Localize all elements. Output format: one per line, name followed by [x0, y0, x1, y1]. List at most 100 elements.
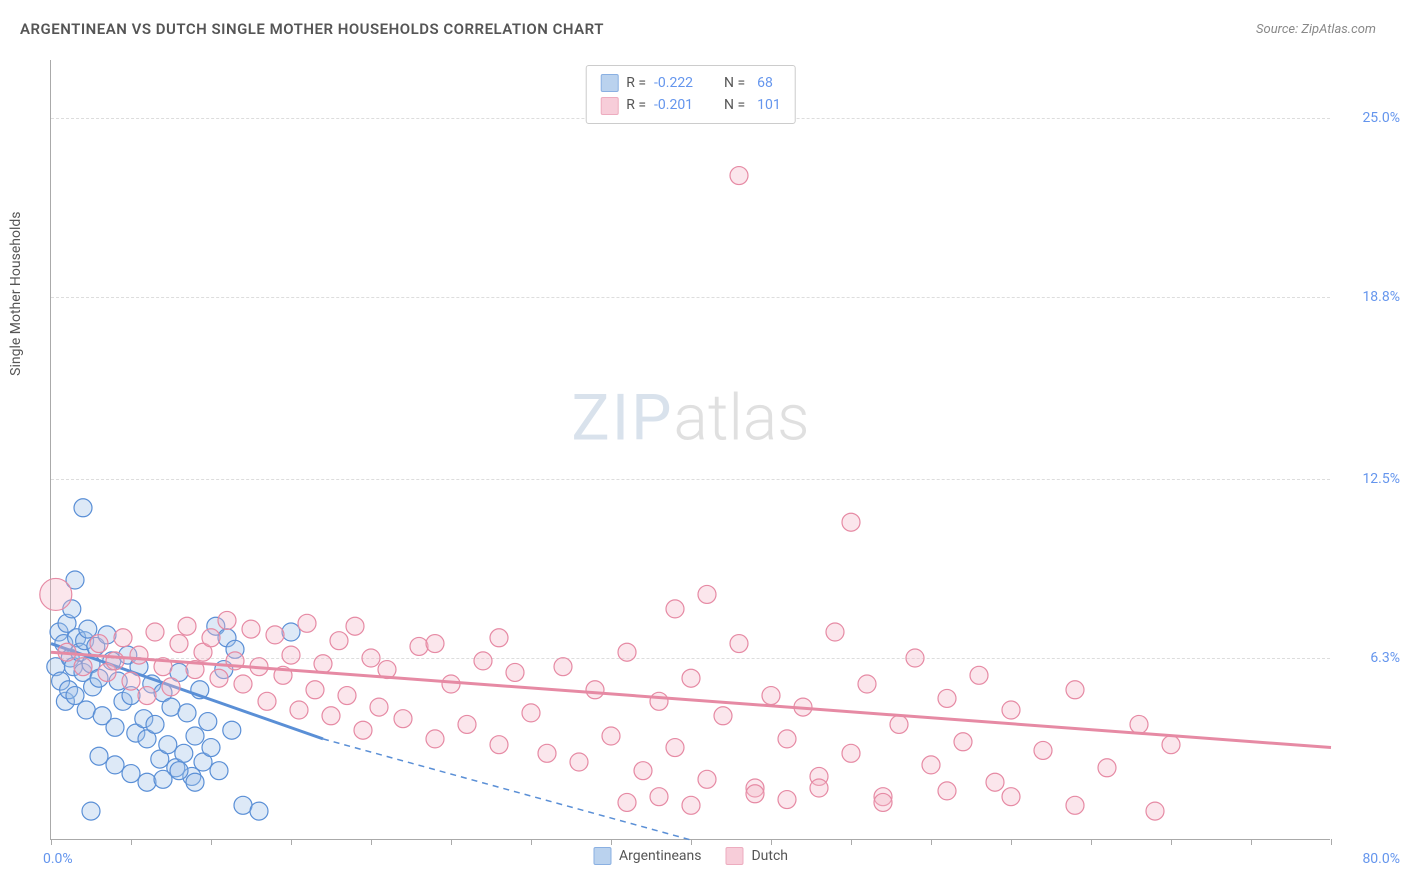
scatter-point-dutch: [394, 710, 412, 728]
x-tick: [851, 839, 852, 845]
x-tick: [1171, 839, 1172, 845]
trendline-dutch: [51, 652, 1331, 747]
x-tick: [51, 839, 52, 845]
x-tick: [771, 839, 772, 845]
scatter-point-dutch: [762, 687, 780, 705]
legend-label-dutch: Dutch: [751, 848, 788, 864]
y-tick-label: 18.8%: [1340, 289, 1400, 305]
x-axis-max-label: 80.0%: [1362, 851, 1400, 867]
scatter-point-dutch: [266, 626, 284, 644]
scatter-point-dutch: [1130, 715, 1148, 733]
scatter-point-dutch: [114, 629, 132, 647]
x-tick: [371, 839, 372, 845]
legend-item-argentineans: Argentineans: [593, 847, 701, 865]
scatter-point-dutch: [162, 678, 180, 696]
scatter-point-dutch: [650, 692, 668, 710]
scatter-point-argentineans: [202, 739, 220, 757]
scatter-point-argentineans: [175, 744, 193, 762]
r-value-argentineans: -0.222: [654, 72, 706, 94]
scatter-point-dutch: [506, 663, 524, 681]
scatter-point-dutch: [314, 655, 332, 673]
chart-title: ARGENTINEAN VS DUTCH SINGLE MOTHER HOUSE…: [20, 20, 604, 38]
scatter-point-dutch: [242, 620, 260, 638]
scatter-point-dutch: [954, 733, 972, 751]
scatter-point-argentineans: [282, 623, 300, 641]
scatter-point-dutch: [714, 707, 732, 725]
scatter-point-dutch: [106, 652, 124, 670]
scatter-point-dutch: [122, 672, 140, 690]
x-tick: [211, 839, 212, 845]
stats-legend: R =-0.222N =68R =-0.201N =101: [585, 65, 796, 124]
scatter-point-dutch: [458, 715, 476, 733]
scatter-point-dutch: [938, 689, 956, 707]
x-tick: [931, 839, 932, 845]
scatter-point-dutch: [698, 770, 716, 788]
y-tick-label: 12.5%: [1340, 471, 1400, 487]
scatter-point-dutch: [426, 730, 444, 748]
scatter-point-dutch: [130, 646, 148, 664]
swatch-argentineans: [593, 847, 611, 865]
r-label: R =: [626, 94, 646, 116]
scatter-point-dutch: [666, 600, 684, 618]
scatter-point-dutch: [618, 793, 636, 811]
n-value-dutch: 101: [757, 94, 781, 116]
r-value-dutch: -0.201: [654, 94, 706, 116]
scatter-point-argentineans: [106, 756, 124, 774]
scatter-point-dutch: [490, 629, 508, 647]
scatter-point-dutch: [298, 614, 316, 632]
scatter-point-argentineans: [90, 747, 108, 765]
scatter-point-dutch: [986, 773, 1004, 791]
swatch-argentineans: [600, 74, 618, 92]
trendline-dashed-argentineans: [323, 739, 691, 840]
scatter-point-dutch: [906, 649, 924, 667]
scatter-point-argentineans: [210, 762, 228, 780]
scatter-point-dutch: [370, 698, 388, 716]
scatter-point-argentineans: [234, 796, 252, 814]
y-tick-label: 25.0%: [1340, 110, 1400, 126]
scatter-point-argentineans: [223, 721, 241, 739]
scatter-point-dutch: [858, 675, 876, 693]
scatter-point-dutch: [810, 779, 828, 797]
x-tick: [291, 839, 292, 845]
scatter-point-dutch: [322, 707, 340, 725]
scatter-point-dutch: [554, 658, 572, 676]
swatch-dutch: [600, 97, 618, 115]
scatter-point-dutch: [1034, 741, 1052, 759]
scatter-point-dutch: [290, 701, 308, 719]
scatter-point-dutch: [634, 762, 652, 780]
scatter-point-dutch: [1066, 681, 1084, 699]
x-tick: [1011, 839, 1012, 845]
swatch-dutch: [725, 847, 743, 865]
stats-row-argentineans: R =-0.222N =68: [600, 72, 781, 94]
scatter-point-argentineans: [186, 727, 204, 745]
y-tick-label: 6.3%: [1340, 650, 1400, 666]
scatter-point-dutch: [682, 669, 700, 687]
scatter-point-argentineans: [74, 499, 92, 517]
scatter-point-argentineans: [106, 718, 124, 736]
scatter-point-dutch: [442, 675, 460, 693]
scatter-point-dutch: [666, 739, 684, 757]
scatter-point-argentineans: [170, 762, 188, 780]
scatter-point-argentineans: [162, 698, 180, 716]
n-label: N =: [724, 72, 745, 94]
scatter-point-dutch: [1098, 759, 1116, 777]
scatter-point-dutch: [1002, 788, 1020, 806]
scatter-point-dutch: [922, 756, 940, 774]
scatter-point-dutch: [354, 721, 372, 739]
scatter-point-dutch: [650, 788, 668, 806]
scatter-point-dutch: [746, 785, 764, 803]
scatter-svg: [51, 60, 1330, 839]
scatter-point-dutch: [1162, 736, 1180, 754]
scatter-point-dutch: [74, 658, 92, 676]
scatter-point-dutch: [170, 635, 188, 653]
scatter-point-dutch: [826, 623, 844, 641]
scatter-point-dutch: [698, 585, 716, 603]
scatter-point-dutch: [602, 727, 620, 745]
scatter-point-dutch: [874, 793, 892, 811]
scatter-point-dutch: [178, 617, 196, 635]
scatter-point-argentineans: [154, 770, 172, 788]
scatter-point-dutch: [682, 796, 700, 814]
scatter-point-dutch: [778, 730, 796, 748]
scatter-point-argentineans: [178, 704, 196, 722]
x-tick: [531, 839, 532, 845]
